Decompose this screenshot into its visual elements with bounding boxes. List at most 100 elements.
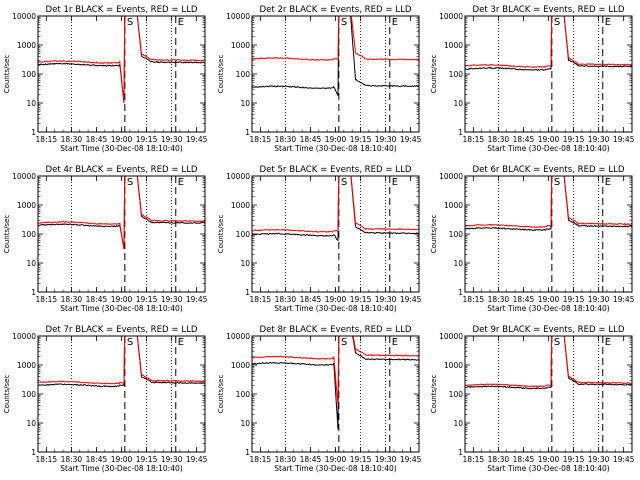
panel-title: Det 1r BLACK = Events, RED = LLD [45,5,197,15]
y-tick-label: 1000 [444,41,463,50]
start-marker-label: S [554,17,560,28]
y-tick-label: 100 [236,390,251,399]
x-tick-label: 19:30 [375,135,397,144]
end-marker-label: E [178,177,184,188]
x-axis-label: Start Time (30-Dec-08 18:10:40) [60,464,182,473]
x-tick-label: 18:15 [250,455,272,464]
y-tick-label: 100 [449,230,464,239]
x-axis-label: Start Time (30-Dec-08 18:10:40) [60,144,182,153]
plot-frame [464,175,633,293]
x-tick-label: 18:45 [86,455,108,464]
x-tick-label: 19:30 [588,455,610,464]
end-marker-label: E [605,337,611,348]
start-marker-label: S [127,17,133,28]
y-tick-label: 10 [26,99,36,108]
y-tick-label: 1 [458,448,463,457]
x-tick-label: 19:00 [111,455,133,464]
x-tick-label: 19:15 [563,295,585,304]
x-tick-label: 19:45 [400,135,422,144]
y-tick-label: 100 [449,70,464,79]
plot-frame [464,15,633,133]
start-marker-label: S [341,337,347,348]
x-axis-label: Start Time (30-Dec-08 18:10:40) [274,464,396,473]
x-tick-label: 18:45 [86,295,108,304]
x-tick-label: 18:30 [275,295,297,304]
x-tick-label: 18:30 [488,135,510,144]
x-tick-label: 19:45 [186,455,208,464]
y-tick-label: 10000 [226,332,250,341]
panel-det-6r: Det 6r BLACK = Events, RED = LLD Counts/s… [430,165,635,313]
x-axis-label: Start Time (30-Dec-08 18:10:40) [487,144,609,153]
series-line-lld [465,336,632,388]
series-line-events [38,16,205,104]
x-axis-label: Start Time (30-Dec-08 18:10:40) [274,144,396,153]
y-tick-label: 1 [245,448,250,457]
end-marker-label: E [605,177,611,188]
x-tick-label: 18:45 [513,295,535,304]
plot-frame [37,335,206,453]
x-tick-label: 19:30 [161,295,183,304]
start-marker-label: S [127,337,133,348]
x-tick-label: 18:15 [463,135,485,144]
x-tick-label: 18:15 [36,455,58,464]
x-tick-label: 19:15 [350,455,372,464]
series-line-lld [38,176,205,250]
panel-det-4r: Det 4r BLACK = Events, RED = LLD Counts/s… [3,165,208,313]
start-marker-label: S [341,17,347,28]
y-tick-label: 100 [22,230,37,239]
panel-title: Det 6r BLACK = Events, RED = LLD [472,165,624,175]
x-tick-label: 18:45 [513,455,535,464]
y-tick-label: 1000 [17,361,36,370]
panel-det-3r: Det 3r BLACK = Events, RED = LLD Counts/s… [430,5,635,153]
y-tick-label: 1 [458,288,463,297]
y-tick-label: 10 [453,419,463,428]
plot-frame [251,175,420,293]
x-tick-label: 19:15 [136,135,158,144]
y-axis-label: Counts/sec [430,215,438,254]
y-tick-label: 10 [26,419,36,428]
x-tick-label: 18:15 [36,135,58,144]
panel-title: Det 7r BLACK = Events, RED = LLD [45,325,197,335]
y-tick-label: 100 [22,70,37,79]
x-tick-label: 18:45 [300,455,322,464]
y-tick-label: 10 [26,259,36,268]
y-tick-label: 1 [31,128,36,137]
x-tick-label: 18:45 [513,135,535,144]
x-tick-label: 19:30 [375,455,397,464]
x-tick-label: 19:00 [111,295,133,304]
series-line-lld [465,176,632,228]
y-tick-label: 1 [245,128,250,137]
x-tick-label: 19:30 [161,455,183,464]
y-tick-label: 10000 [12,12,36,21]
end-marker-label: E [392,17,398,28]
panel-det-8r: Det 8r BLACK = Events, RED = LLD Counts/s… [217,325,422,473]
y-axis-label: Counts/sec [217,55,225,94]
end-marker-label: E [178,337,184,348]
x-tick-label: 19:30 [161,135,183,144]
plot-frame [37,175,206,293]
plot-frame [251,335,420,453]
x-tick-label: 19:15 [563,455,585,464]
x-tick-label: 19:00 [538,135,560,144]
y-tick-label: 100 [22,390,37,399]
y-tick-label: 100 [449,390,464,399]
series-line-lld [252,16,419,61]
x-tick-label: 19:00 [325,295,347,304]
y-tick-label: 10000 [226,12,250,21]
y-tick-label: 1000 [231,41,250,50]
y-tick-label: 10 [240,419,250,428]
x-tick-label: 19:15 [136,455,158,464]
panel-title: Det 3r BLACK = Events, RED = LLD [472,5,624,15]
y-tick-label: 1000 [444,361,463,370]
x-tick-label: 19:45 [613,455,635,464]
y-axis-label: Counts/sec [3,215,11,254]
series-line-events [252,176,419,242]
y-tick-label: 1000 [17,41,36,50]
series-line-lld [38,16,205,104]
series-line-events [465,336,632,390]
x-tick-label: 18:30 [61,135,83,144]
x-tick-label: 18:30 [61,295,83,304]
y-tick-label: 10 [240,99,250,108]
x-tick-label: 18:15 [463,295,485,304]
